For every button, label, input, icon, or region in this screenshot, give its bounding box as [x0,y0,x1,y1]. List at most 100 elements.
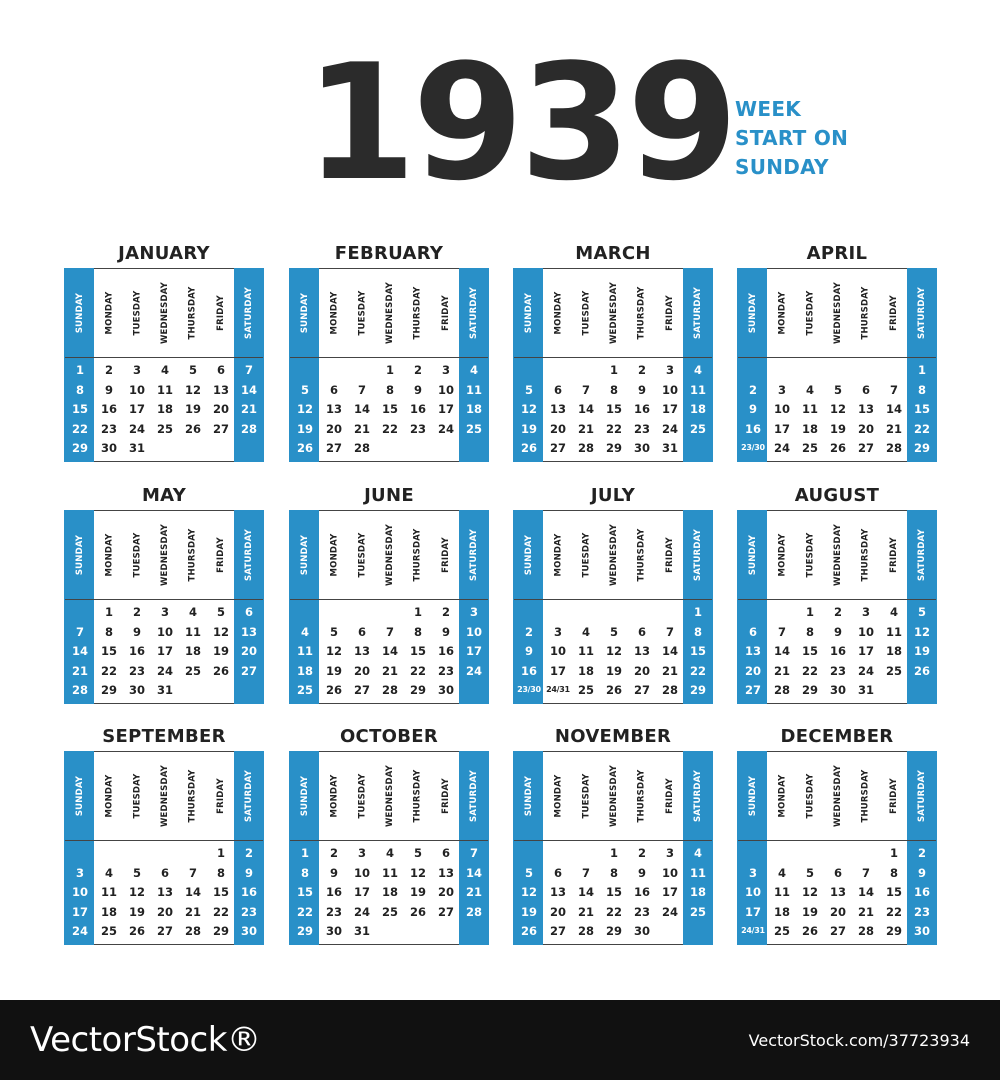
weekday-header-saturday: SATURDAY [237,754,261,838]
day-cell: 30 [633,441,650,455]
day-cell: 16 [744,421,761,436]
day-cell: 29 [212,924,229,938]
week-start-note: WEEK START ON SUNDAY [735,95,935,182]
day-cell: 18 [689,885,706,899]
day-cell: 21 [577,421,594,436]
day-cell: 3 [777,382,786,397]
day-cell: 20 [353,663,370,678]
weekday-label: FRIDAY [216,295,227,331]
month-name: MARCH [575,243,651,264]
day-cell: 27 [353,683,370,697]
weekday-header-sunday: SUNDAY [741,513,765,597]
sunday-column-band [289,510,319,704]
day-cell: 24 [71,924,88,938]
month-table: SUNDAY MONDAY TUESDAY WEDNESDAY THURSDAY FRID… [289,510,489,704]
day-cell: 17 [156,644,173,658]
day-cell: 20 [156,904,173,919]
weekday-header-tuesday: TUESDAY [350,754,374,838]
day-cell: 20 [857,421,874,436]
weekday-header-wednesday: WEDNESDAY [602,271,626,355]
image-credit: VectorStock.com/37723934 [748,1031,970,1050]
weekday-header-wednesday: WEDNESDAY [602,754,626,838]
weekday-header-friday: FRIDAY [434,754,458,838]
weekday-header-thursday: THURSDAY [630,754,654,838]
sunday-column-band [513,510,543,704]
day-cell: 8 [805,624,814,639]
day-cell: 3 [665,846,674,860]
day-cell: 27 [325,441,342,455]
day-cell: 3 [553,624,562,639]
weekday-label: THURSDAY [637,528,647,582]
day-cell: 8 [300,865,309,880]
day-cell: 17 [661,885,678,899]
day-cell: 25 [100,924,117,938]
weekday-label: SATURDAY [469,529,479,581]
tagline-line-1: WEEK [735,97,802,121]
day-cell: 7 [244,363,253,377]
day-cell: 13 [857,402,874,416]
month-table: SUNDAY MONDAY TUESDAY WEDNESDAY THURSDAY FRID… [737,751,937,945]
weekday-label: SATURDAY [244,287,254,339]
month-name: APRIL [806,243,868,264]
day-cell: 28 [381,683,398,697]
day-cell: 12 [325,644,342,658]
day-cell: 7 [581,382,590,397]
sunday-column-band [289,268,319,462]
day-cell: 23 [913,904,930,919]
day-cell: 19 [409,885,426,899]
day-cell: 2 [637,846,646,860]
weekday-label: SUNDAY [75,775,86,817]
saturday-column-band [907,268,937,462]
day-cell: 30 [325,924,342,938]
day-cell: 26 [184,421,201,436]
day-cell: 4 [160,363,169,377]
month-june: JUNE SUNDAY MONDAY TUESDAY WEDNESDAY THURSDAY… [289,484,489,714]
day-cell: 19 [801,904,818,919]
day-cell: 3 [665,363,674,377]
day-cell: 11 [689,865,706,880]
day-cell: 25 [156,421,173,436]
sunday-column-band [289,751,319,945]
day-cell: 19 [212,644,229,658]
weekday-label: THURSDAY [188,286,198,340]
month-table: SUNDAY MONDAY TUESDAY WEDNESDAY THURSDAY FRID… [513,268,713,462]
weekday-header-thursday: THURSDAY [406,513,430,597]
weekday-label: TUESDAY [357,290,368,336]
day-cell: 3 [748,865,757,880]
day-cell: 28 [184,924,201,938]
day-cell: 13 [549,402,566,416]
day-cell: 17 [857,644,874,658]
month-name: FEBRUARY [334,243,444,264]
weekday-label: FRIDAY [441,778,452,814]
day-cell: 1 [385,363,394,377]
day-cell: 31 [857,683,874,697]
weekday-label: WEDNESDAY [160,281,170,345]
day-cell: 29 [71,441,88,455]
day-cell: 19 [184,402,201,416]
weekday-label: TUESDAY [805,773,816,819]
weekday-label: FRIDAY [889,295,900,331]
header-divider [65,840,263,841]
day-cell: 9 [637,382,646,397]
day-cell: 29 [689,683,706,697]
day-cell: 15 [71,402,88,416]
weekday-label: SATURDAY [469,770,479,822]
day-cell: 20 [549,904,566,919]
day-cell: 10 [128,382,145,397]
day-cell: 12 [409,865,426,880]
day-cell: 15 [605,402,622,416]
day-cell: 31 [156,683,173,697]
day-cell: 13 [549,885,566,899]
weekday-header-saturday: SATURDAY [686,271,710,355]
weekday-label: WEDNESDAY [160,523,170,587]
month-table: SUNDAY MONDAY TUESDAY WEDNESDAY THURSDAY FRID… [64,751,264,945]
footer-bar: VectorStock® VectorStock.com/37723934 [0,1000,1000,1080]
day-cell: 24 [661,421,678,436]
day-cell: 26 [520,924,537,938]
weekday-header-saturday: SATURDAY [686,513,710,597]
day-cell: 5 [188,363,197,377]
weekday-label: SUNDAY [524,292,535,334]
day-cell: 23 [325,904,342,919]
day-cell: 7 [861,865,870,880]
day-cell: 28 [773,683,790,697]
